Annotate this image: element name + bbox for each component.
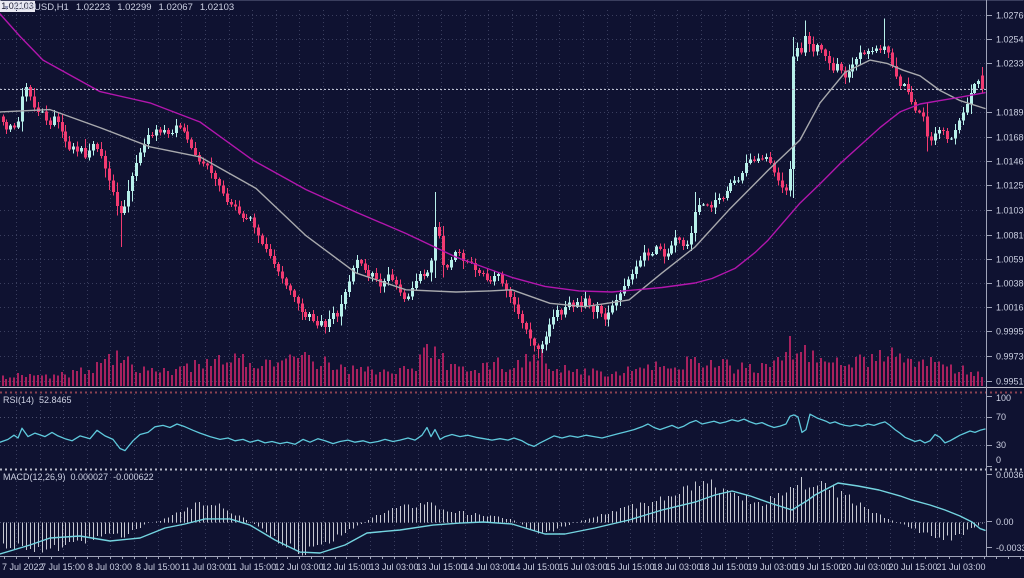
axis-label: 12 Jul 03:00: [274, 562, 323, 572]
macd-indicator-label: MACD(12,26,9) 0.000027 -0.000622: [3, 472, 154, 483]
axis-label: 0.00361: [996, 470, 1024, 480]
ma-fast-line: [0, 59, 986, 308]
axis-label: 19 Jul 03:00: [747, 562, 796, 572]
axis-label: 1.01895: [996, 108, 1024, 118]
axis-label: 15 Jul 15:00: [605, 562, 654, 572]
axis-label: 1.02330: [996, 59, 1024, 69]
legend-symbol: EURUSD,H1: [13, 2, 69, 13]
axis-label: 70: [996, 412, 1006, 422]
axis-label: 7 Jul 2022: [2, 562, 44, 572]
axis-label: 1.02760: [996, 11, 1024, 21]
axis-label: 7 Jul 15:00: [41, 562, 85, 572]
panel-separators[interactable]: [0, 0, 1024, 471]
axis-label: 12 Jul 15:00: [321, 562, 370, 572]
volume-layer: [2, 335, 983, 386]
rsi-panel[interactable]: [0, 413, 986, 452]
main-price-panel[interactable]: [0, 13, 986, 386]
legend-close: 1.02103: [199, 2, 235, 13]
axis-label: 8 Jul 15:00: [136, 562, 180, 572]
axis-label: 0.99510: [996, 377, 1024, 387]
macd-signal-value: -0.000622: [113, 472, 154, 482]
rsi-name: RSI(14): [3, 395, 35, 405]
axis-label: 1.01250: [996, 181, 1024, 191]
legend-open: 1.02223: [75, 2, 111, 13]
axis-label: 20 Jul 03:00: [841, 562, 890, 572]
axis-label: 18 Jul 15:00: [699, 562, 748, 572]
axis-label: 1.00810: [996, 231, 1024, 241]
ma-slow-line: [0, 13, 986, 293]
price-grid: [0, 15, 986, 382]
axis-label: 1.00595: [996, 255, 1024, 265]
legend-high: 1.02299: [117, 2, 152, 13]
axis-label: 11 Jul 03:00: [181, 562, 229, 572]
vertical-grid: [16, 10, 962, 555]
axis-label: 1.00165: [996, 303, 1024, 313]
axis-label: 13 Jul 03:00: [369, 562, 418, 572]
axis-label: 19 Jul 15:00: [794, 562, 843, 572]
chart-symbol-icon: ▼: [3, 5, 10, 12]
axis-label: 1.02545: [996, 35, 1024, 45]
axis-label: 14 Jul 15:00: [510, 562, 559, 572]
axis-label: 1.01030: [996, 206, 1024, 216]
axis-label: 8 Jul 03:00: [88, 562, 132, 572]
axis-label: -0.003376: [996, 543, 1024, 553]
price-axis[interactable]: 1.02760 1.02545 1.02330 1.01895 1.01680 1.014…: [986, 0, 1024, 556]
axis-label: 14 Jul 03:00: [463, 562, 512, 572]
axis-label: 1.00380: [996, 279, 1024, 289]
axis-label: 15 Jul 03:00: [558, 562, 607, 572]
axis-label: 20 Jul 15:00: [888, 562, 937, 572]
axis-label: 0: [996, 455, 1001, 465]
axis-label: 21 Jul 03:00: [936, 562, 985, 572]
current-price-label: 1.02103: [0, 0, 35, 12]
rsi-value: 52.8465: [39, 395, 72, 405]
axis-label: 11 Jul 15:00: [228, 562, 276, 572]
macd-main-value: 0.000027: [70, 472, 109, 482]
rsi-indicator-label: RSI(14) 52.8465: [3, 395, 72, 406]
macd-name: MACD(12,26,9): [3, 472, 66, 482]
axis-label: 18 Jul 03:00: [652, 562, 701, 572]
legend-low: 1.02067: [158, 2, 193, 13]
axis-label: 1.01680: [996, 133, 1024, 143]
chart-legend: ▼ EURUSD,H1 1.02223 1.02299 1.02067 1.02103: [3, 2, 234, 14]
axis-label: 30: [996, 440, 1006, 450]
macd-panel[interactable]: [0, 476, 986, 556]
axis-label: 1.01465: [996, 157, 1024, 167]
axis-label: 0.00: [996, 517, 1014, 527]
axis-label: 13 Jul 15:00: [416, 562, 465, 572]
axis-label: 100: [996, 393, 1011, 403]
